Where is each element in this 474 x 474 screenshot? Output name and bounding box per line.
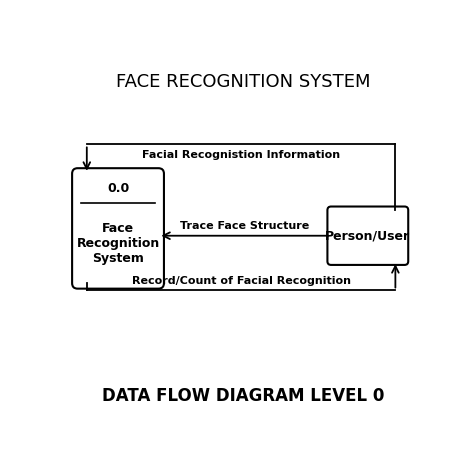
Text: Facial Recognistion Information: Facial Recognistion Information: [142, 150, 340, 160]
Text: FACE RECOGNITION SYSTEM: FACE RECOGNITION SYSTEM: [116, 73, 370, 91]
Text: Trace Face Structure: Trace Face Structure: [180, 221, 310, 231]
FancyBboxPatch shape: [72, 168, 164, 289]
Text: 0.0: 0.0: [107, 182, 129, 195]
Text: Person/User: Person/User: [325, 229, 410, 242]
FancyBboxPatch shape: [328, 207, 408, 265]
Text: DATA FLOW DIAGRAM LEVEL 0: DATA FLOW DIAGRAM LEVEL 0: [102, 387, 384, 405]
Text: Record/Count of Facial Recognition: Record/Count of Facial Recognition: [132, 276, 351, 286]
Text: Face
Recognition
System: Face Recognition System: [76, 221, 160, 264]
